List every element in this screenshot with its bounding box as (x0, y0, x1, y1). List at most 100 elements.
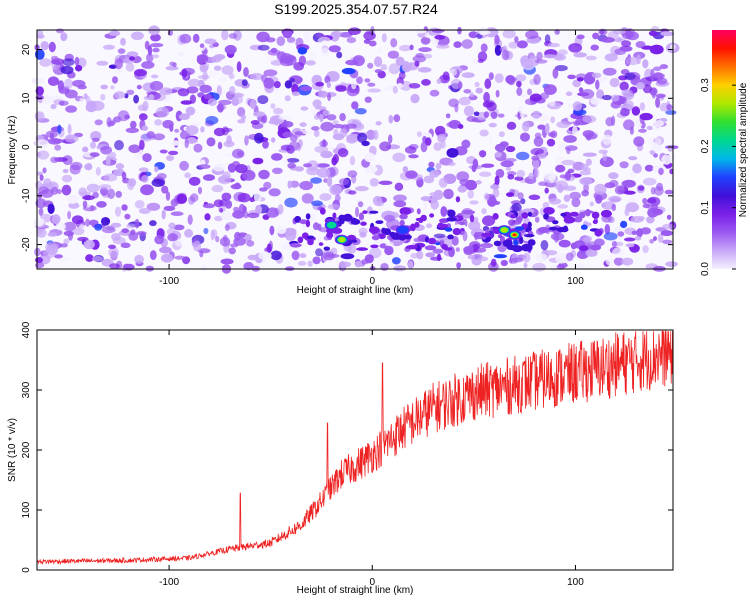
noise-blob (468, 220, 481, 231)
noise-blob (461, 208, 474, 219)
noise-blob (545, 250, 558, 256)
noise-blob (545, 123, 550, 134)
noise-blob (233, 206, 240, 212)
noise-blob (114, 58, 123, 70)
noise-blob (581, 189, 589, 197)
noise-blob (395, 56, 405, 67)
noise-blob (569, 191, 581, 200)
noise-blob (402, 166, 409, 173)
noise-blob (334, 94, 342, 102)
noise-blob (149, 250, 157, 261)
noise-blob (284, 95, 291, 102)
noise-blob (602, 151, 607, 162)
noise-blob (506, 121, 517, 130)
noise-blob (291, 91, 300, 97)
noise-blob (301, 193, 314, 204)
x-tick-label: 0 (369, 276, 375, 287)
noise-blob (75, 64, 83, 72)
noise-blob (39, 174, 44, 181)
snr-y-label: SNR (10 * v/v) (7, 418, 18, 482)
noise-blob (50, 55, 59, 62)
noise-blob (91, 137, 100, 142)
noise-blob (253, 111, 266, 117)
noise-blob (554, 53, 563, 60)
noise-blob (612, 247, 626, 259)
noise-blob (557, 183, 564, 193)
noise-blob (286, 158, 300, 163)
noise-blob (501, 49, 510, 61)
noise-blob (150, 43, 164, 48)
noise-blob (620, 220, 628, 228)
noise-blob (237, 107, 246, 117)
band-blob (429, 213, 435, 218)
noise-blob (128, 232, 139, 241)
snr-y-ticks: 0 100 200 300 400 (21, 321, 673, 573)
noise-blob (488, 122, 497, 128)
band-blob (459, 221, 465, 226)
y-tick-label: 10 (21, 92, 32, 104)
noise-blob (312, 99, 322, 108)
noise-blob (662, 239, 673, 245)
noise-blob (318, 89, 323, 98)
noise-blob (480, 242, 494, 249)
noise-blob (347, 170, 358, 178)
noise-blob (319, 113, 324, 123)
noise-blob (230, 243, 239, 248)
noise-blob (619, 96, 624, 102)
y-tick-label: 300 (21, 381, 32, 398)
noise-blob (188, 176, 201, 186)
noise-blob (326, 253, 340, 258)
noise-blob (479, 171, 492, 177)
noise-blob (658, 167, 664, 176)
noise-blob (327, 203, 341, 210)
noise-blob (250, 120, 260, 125)
noise-blob (110, 85, 115, 90)
noise-blob (61, 174, 73, 183)
noise-blob (169, 123, 174, 132)
band-blob (521, 243, 533, 252)
noise-blob (109, 263, 120, 269)
noise-blob (60, 65, 74, 75)
noise-blob (539, 114, 550, 122)
noise-blob (151, 54, 160, 59)
noise-blob (141, 61, 155, 69)
noise-blob (528, 194, 541, 201)
noise-blob (179, 160, 190, 171)
noise-blob (185, 125, 199, 136)
noise-blob (184, 228, 194, 238)
noise-blob (326, 81, 332, 89)
band-blob (299, 219, 308, 225)
noise-blob (228, 247, 236, 255)
noise-blob (546, 138, 556, 147)
noise-blob (213, 54, 226, 60)
noise-blob (473, 247, 487, 253)
noise-blob (367, 62, 374, 69)
noise-blob (174, 255, 186, 260)
noise-blob (473, 111, 480, 117)
band-blob (360, 221, 367, 226)
noise-blob (623, 190, 636, 195)
noise-blob (611, 115, 616, 127)
noise-blob (557, 204, 569, 209)
noise-blob (619, 81, 629, 91)
noise-blob (565, 252, 574, 261)
noise-blob (138, 113, 148, 121)
noise-blob (191, 121, 201, 126)
noise-blob (224, 44, 237, 55)
noise-blob (354, 108, 367, 115)
noise-blob (617, 231, 625, 237)
noise-blob (203, 93, 212, 99)
noise-blob (380, 63, 388, 71)
noise-blob (151, 74, 159, 79)
noise-blob (253, 192, 262, 202)
noise-blob (572, 101, 583, 112)
noise-blob (167, 233, 179, 242)
noise-blob (355, 185, 369, 192)
noise-blob (642, 245, 649, 254)
noise-blob (237, 192, 251, 203)
noise-blob (381, 33, 387, 43)
noise-blob (530, 147, 544, 156)
noise-blob (665, 110, 677, 115)
noise-blob (631, 230, 638, 235)
noise-blob (42, 94, 52, 105)
